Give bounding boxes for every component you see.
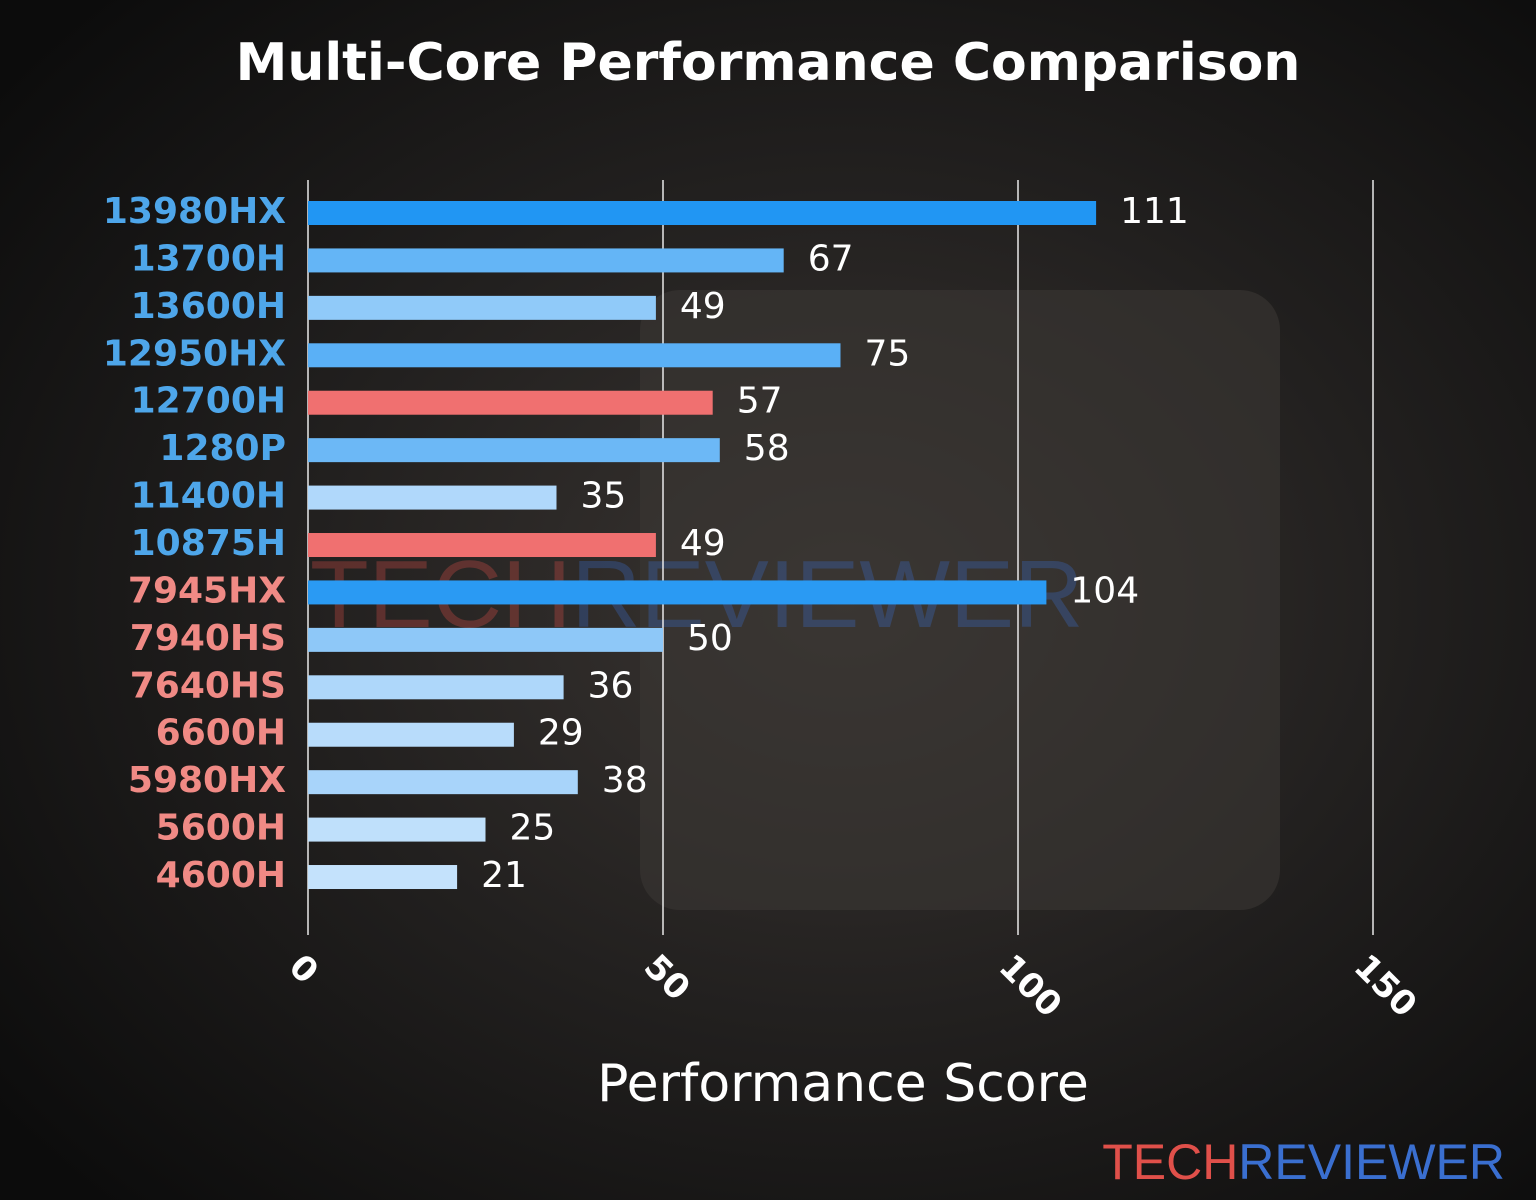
value-label: 49 (680, 286, 726, 327)
y-tick-label: 7640HS (130, 665, 286, 706)
y-tick-label: 7940HS (130, 618, 286, 659)
bar (308, 201, 1097, 225)
bar (308, 295, 656, 320)
value-label: 75 (865, 333, 911, 374)
watermark-corner: TECHREVIEWER (1102, 1134, 1505, 1190)
bar (308, 627, 663, 652)
value-label: 21 (481, 855, 527, 896)
value-label: 50 (687, 618, 733, 659)
watermark-part: TECH (1102, 1134, 1238, 1190)
y-tick-label: 11400H (131, 476, 286, 517)
y-tick-label: 6600H (156, 713, 286, 754)
x-axis-label: Performance Score (597, 1054, 1089, 1114)
y-tick-label: 13700H (131, 238, 286, 279)
y-tick-label: 12950HX (103, 333, 286, 374)
y-tick-label: 5600H (156, 808, 286, 849)
watermark-text: TECHREVIEWER (1102, 1134, 1505, 1190)
y-tick-label: 13600H (131, 286, 286, 327)
bar (308, 865, 458, 890)
y-tick-label: 12700H (131, 381, 286, 422)
value-label: 25 (510, 808, 556, 849)
value-label: 36 (588, 665, 634, 706)
value-label: 35 (581, 476, 627, 517)
bar (308, 817, 486, 842)
bar (308, 580, 1047, 605)
y-tick-label: 7945HX (128, 570, 286, 611)
bar (308, 533, 656, 558)
watermark-part: REVIEWER (1238, 1134, 1505, 1190)
bar (308, 485, 557, 510)
y-tick-label: 4600H (156, 855, 286, 896)
value-label: 111 (1120, 191, 1189, 232)
bar (308, 770, 578, 795)
value-label: 58 (744, 428, 790, 469)
y-tick-label: 13980HX (103, 191, 286, 232)
bar (308, 722, 514, 747)
chart-title: Multi-Core Performance Comparison (236, 33, 1301, 93)
bar (308, 390, 713, 415)
y-tick-label: 10875H (131, 523, 286, 564)
value-label: 38 (602, 760, 648, 801)
value-label: 49 (680, 523, 726, 564)
value-label: 67 (808, 238, 854, 279)
bar (308, 675, 564, 700)
bar (308, 438, 720, 463)
value-label: 29 (538, 713, 584, 754)
y-tick-label: 1280P (159, 428, 286, 469)
y-tick-label: 5980HX (128, 760, 286, 801)
value-label: 57 (737, 381, 783, 422)
bar (308, 343, 841, 368)
value-label: 104 (1070, 570, 1139, 611)
bar (308, 248, 784, 273)
